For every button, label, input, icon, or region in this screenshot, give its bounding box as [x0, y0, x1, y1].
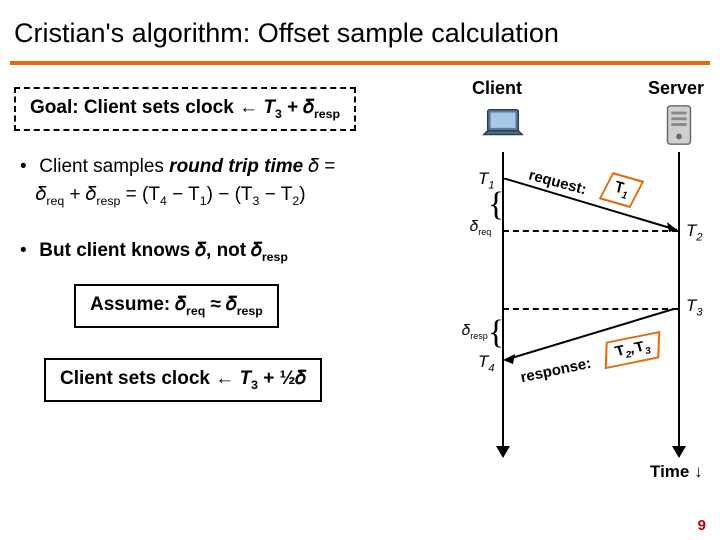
- final-t: T: [240, 368, 252, 389]
- server-header: Server: [648, 78, 704, 99]
- final-text: Client sets clock ←: [60, 368, 240, 389]
- b1-m1: − T: [167, 184, 200, 205]
- b1-req: req: [46, 194, 64, 208]
- t3-label: T3: [686, 296, 703, 318]
- bullet-1: • Client samples round trip time 𝛿 = 𝛿re…: [20, 153, 410, 211]
- b1-t1: 1: [200, 194, 207, 208]
- assume-s1: req: [186, 304, 205, 318]
- assume-s2: resp: [237, 304, 263, 318]
- assume-box: Assume: 𝛿req ≈ 𝛿resp: [74, 284, 279, 328]
- b1-resp: resp: [96, 194, 120, 208]
- b2-sub: resp: [262, 249, 288, 263]
- dresp-brace: {: [488, 314, 504, 352]
- b1-eq: = (T: [120, 184, 160, 205]
- goal-t: T: [263, 97, 275, 118]
- b1-p1: ) − (T: [207, 184, 253, 205]
- dreq-line: [503, 230, 678, 232]
- b1-p2: ): [299, 184, 305, 205]
- final-plus: + ½𝛿: [258, 368, 306, 389]
- bullet-2: • But client knows 𝛿, not 𝛿resp: [20, 237, 410, 266]
- server-icon: [656, 102, 702, 148]
- b2-a: But client knows 𝛿, not 𝛿: [39, 240, 262, 261]
- assume-body: 𝛿: [170, 294, 186, 315]
- b1-a: Client samples: [39, 156, 169, 177]
- final-sub: 3: [251, 378, 258, 392]
- final-box: Client sets clock ← T3 + ½𝛿: [44, 358, 322, 402]
- slide-title: Cristian's algorithm: Offset sample calc…: [0, 0, 720, 59]
- b1-plus: + 𝛿: [64, 184, 96, 205]
- bullet-dot: •: [20, 153, 34, 182]
- b1-d: 𝛿: [36, 184, 47, 205]
- bullet-dot-2: •: [20, 237, 34, 266]
- goal-box: Goal: Client sets clock ← T3 + 𝛿resp: [14, 87, 356, 131]
- laptop-icon: [480, 102, 526, 148]
- dresp-label: 𝛿resp: [462, 322, 488, 341]
- sequence-diagram: Client Server T1 T2 request: T1 𝛿req { T…: [420, 78, 710, 488]
- goal-resp-sub: resp: [314, 107, 340, 121]
- server-arrowhead: [672, 446, 686, 458]
- t2-label: T2: [686, 221, 703, 243]
- assume-approx: ≈ 𝛿: [205, 294, 236, 315]
- b1-t4: 4: [160, 194, 167, 208]
- goal-prefix: Goal: Client sets clock ←: [30, 97, 263, 118]
- request-arrow: [503, 178, 679, 238]
- goal-t-sub: 3: [275, 107, 282, 121]
- dreq-brace: {: [488, 186, 504, 224]
- b1-rtt: round trip time: [169, 156, 303, 177]
- b1-c: 𝛿 =: [303, 156, 335, 177]
- assume-label: Assume:: [90, 294, 170, 315]
- client-arrowhead: [496, 446, 510, 458]
- page-number: 9: [698, 517, 706, 534]
- goal-plus: + 𝛿: [282, 97, 314, 118]
- b1-m2: − T: [259, 184, 292, 205]
- time-label: Time ↓: [650, 462, 703, 482]
- client-header: Client: [472, 78, 522, 99]
- t4-label: T4: [478, 352, 495, 374]
